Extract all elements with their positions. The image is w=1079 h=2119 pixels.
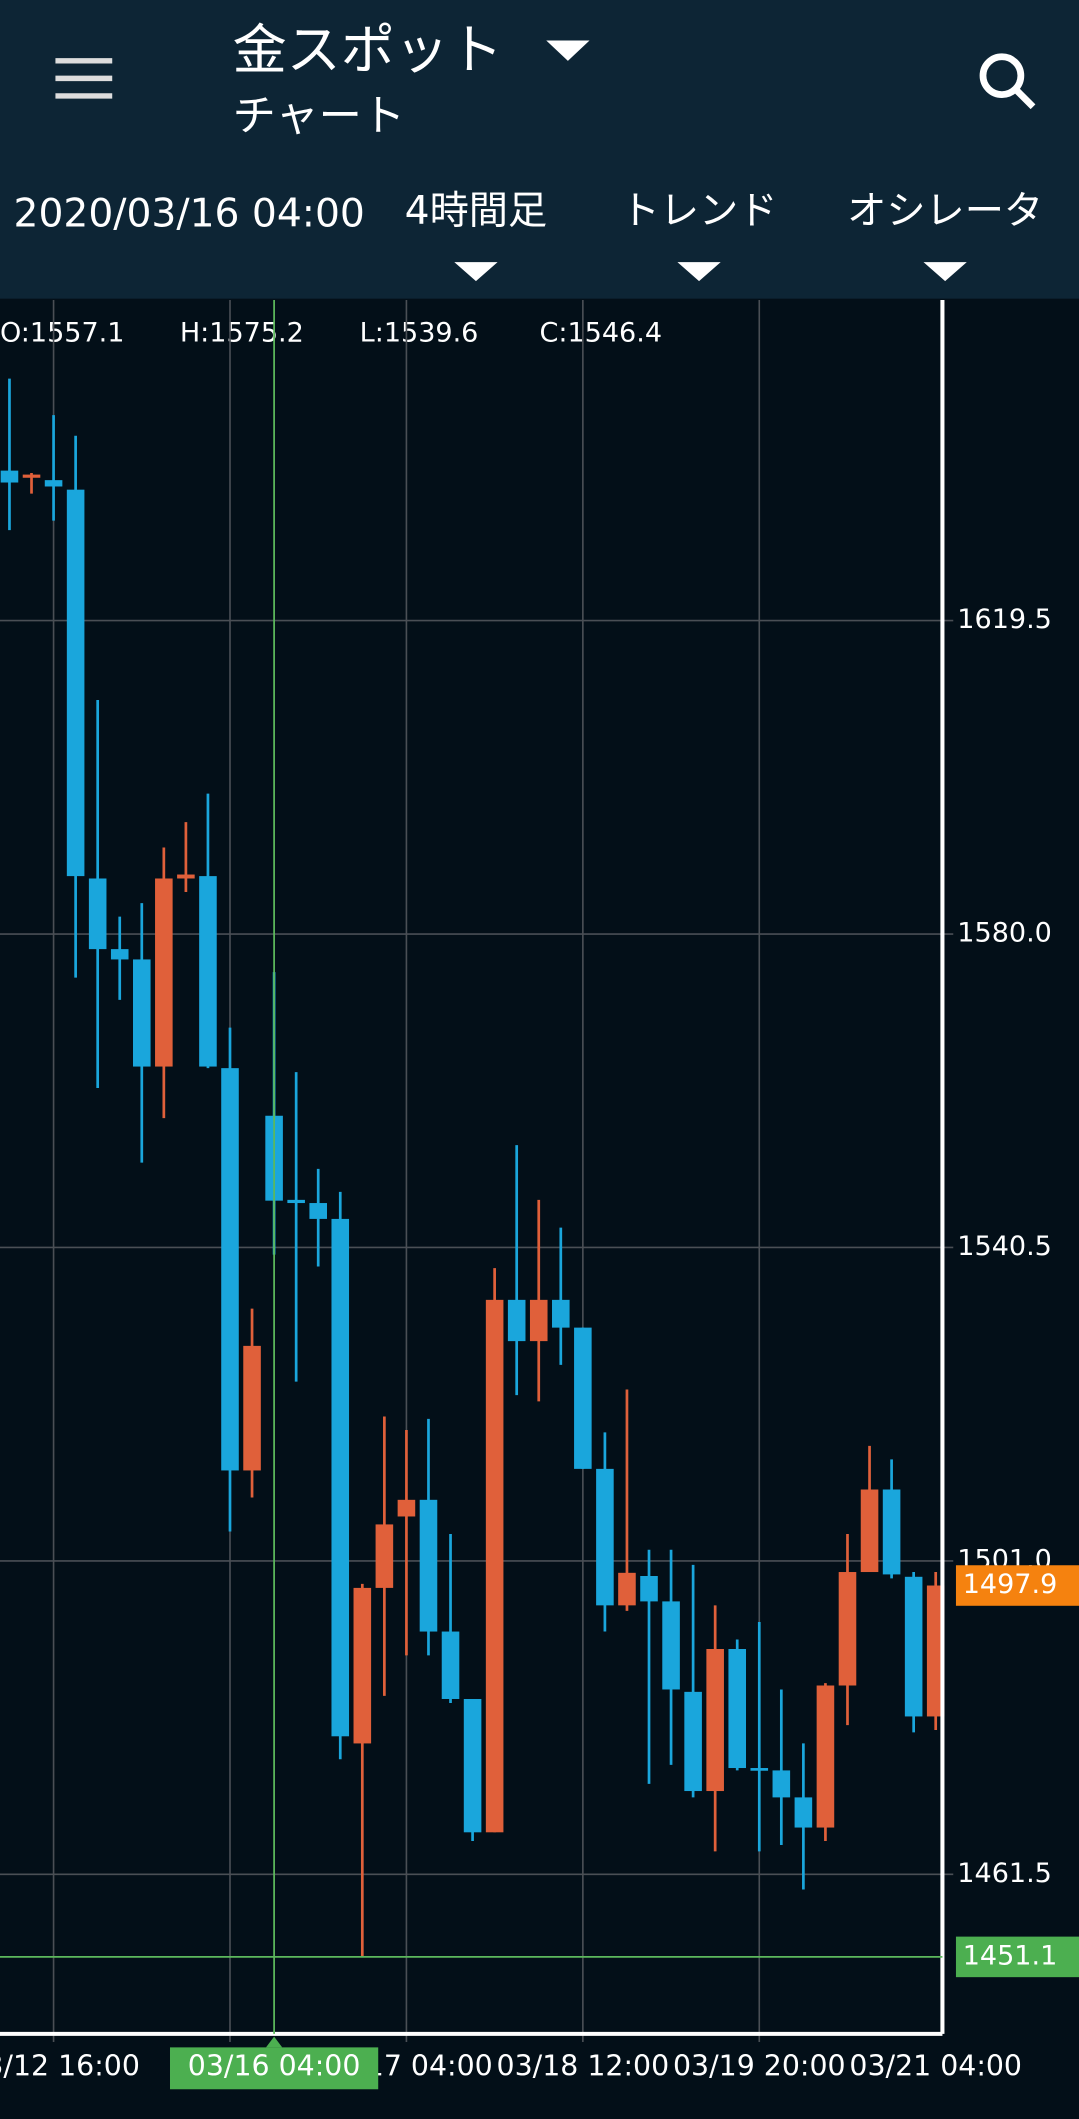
candle-body	[816, 1685, 835, 1828]
menu-button[interactable]	[55, 58, 113, 99]
candle-body	[199, 876, 217, 1067]
x-tick-label: 03/21 04:00	[849, 2050, 1022, 2083]
candle-body	[794, 1797, 813, 1828]
datetime: 2020/03/16 04:00	[14, 192, 365, 237]
candle-body	[926, 1585, 945, 1717]
candle-body	[132, 959, 151, 1067]
x-tick-label: 03/19 20:00	[673, 2050, 846, 2083]
ohlc-high: H:1575.2	[180, 317, 304, 348]
ohlc-close: C:1546.4	[540, 317, 663, 348]
candle-body	[66, 489, 85, 877]
candle-body	[441, 1631, 460, 1699]
y-tick-label: 1619.5	[957, 604, 1052, 635]
candle-body	[331, 1218, 350, 1737]
candle-body	[177, 874, 195, 879]
trend-menu[interactable]: トレンド	[621, 189, 778, 234]
oscillator-menu[interactable]: オシレータ	[847, 189, 1043, 234]
candle-body	[507, 1299, 526, 1342]
x-tick-label: 03/18 12:00	[497, 2050, 670, 2083]
candle-body	[596, 1468, 614, 1606]
candle-body	[375, 1524, 394, 1588]
candle-body	[728, 1649, 747, 1769]
candle-body	[22, 474, 41, 478]
candle-body	[574, 1327, 592, 1469]
candle-body	[485, 1299, 504, 1833]
y-tick-label: 1540.5	[957, 1231, 1052, 1262]
candle-body	[221, 1068, 239, 1471]
ohlc-low: L:1539.6	[360, 317, 479, 348]
x-tick-label: 03/12 16:00	[0, 2050, 140, 2083]
candle-body	[110, 949, 129, 960]
candle-body	[838, 1572, 857, 1686]
candle-body	[155, 878, 173, 1067]
subtitle: チャート	[233, 91, 406, 141]
candle-body	[662, 1601, 680, 1690]
candle-body	[397, 1499, 416, 1517]
crosshair-pointer	[265, 2036, 283, 2048]
candle-body	[529, 1299, 548, 1342]
candle-body	[309, 1203, 327, 1219]
candle-body	[287, 1199, 305, 1204]
y-tick-label: 1580.0	[957, 918, 1052, 949]
candle-body	[463, 1698, 482, 1833]
y-tick-label: 1461.5	[957, 1858, 1052, 1889]
candle-body	[353, 1587, 372, 1744]
current-price-box	[955, 1565, 1079, 1606]
candle-body	[882, 1489, 901, 1575]
candle-body	[419, 1499, 438, 1632]
candle-body	[640, 1575, 658, 1602]
header-bg	[0, 0, 1079, 299]
crosshair-date-label: 03/16 04:00	[188, 2050, 361, 2083]
candle-body	[904, 1576, 923, 1717]
candle-body	[552, 1299, 570, 1328]
candle-body	[44, 480, 63, 487]
crosshair-date-box	[169, 2047, 379, 2090]
title[interactable]: 金スポット	[233, 19, 503, 82]
candle-body	[88, 878, 107, 950]
timeframe-menu[interactable]: 4時間足	[405, 189, 548, 234]
crosshair-price-label: 1451.1	[963, 1940, 1058, 1971]
candle-body	[706, 1649, 724, 1792]
search-button[interactable]	[979, 53, 1036, 110]
menu-arrows	[454, 262, 967, 282]
crosshair-price-box	[955, 1936, 1079, 1978]
candle-body	[684, 1691, 702, 1792]
current-price-label: 1497.9	[963, 1569, 1058, 1600]
candle-body	[772, 1770, 791, 1798]
candle-body	[618, 1572, 636, 1606]
candle-body	[0, 470, 19, 483]
title-dropdown[interactable]	[546, 40, 590, 61]
ohlc-open: O:1557.1	[0, 317, 124, 348]
candle-body	[860, 1489, 879, 1573]
candle-body	[750, 1768, 769, 1771]
candle-body	[243, 1345, 261, 1471]
